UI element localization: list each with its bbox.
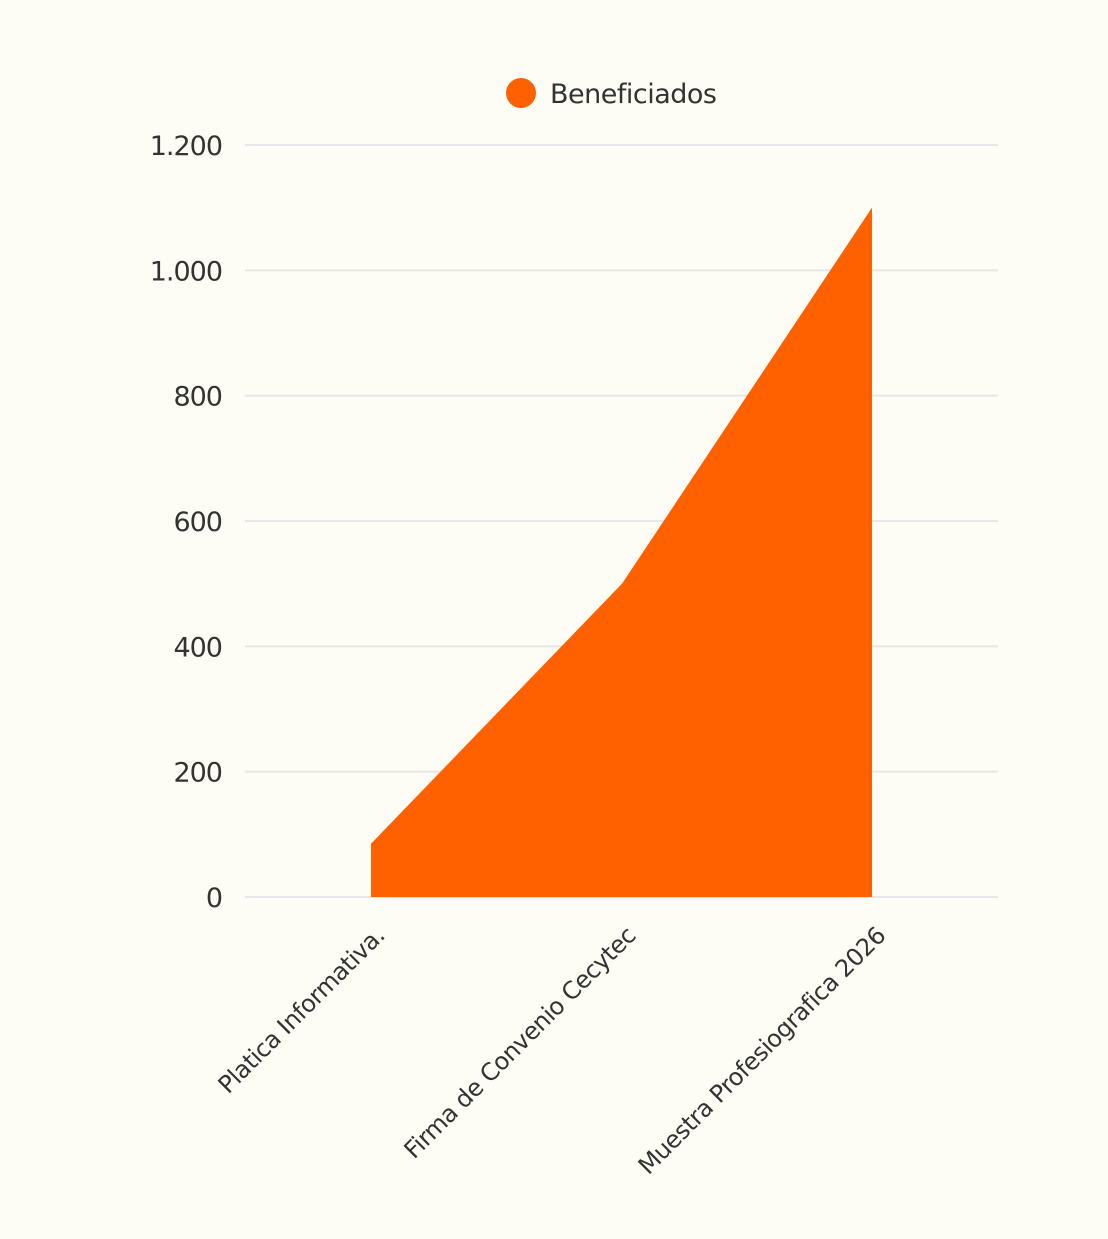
legend[interactable]: Beneficiados [506, 78, 717, 110]
y-tick-label: 200 [173, 758, 222, 789]
y-tick-label: 800 [173, 382, 222, 413]
data-point-1[interactable] [619, 581, 625, 587]
area-series-beneficiados[interactable] [371, 207, 872, 897]
legend-label[interactable]: Beneficiados [550, 79, 717, 110]
y-tick-label: 0 [206, 883, 222, 914]
y-tick-label: 1.000 [150, 256, 222, 287]
data-point-2[interactable] [869, 205, 875, 211]
y-tick-label: 1.200 [150, 131, 222, 162]
y-tick-label: 600 [173, 507, 222, 538]
y-tick-label: 400 [173, 632, 222, 663]
data-point-0[interactable] [368, 841, 374, 847]
legend-marker[interactable] [506, 78, 536, 108]
y-axis-ticks: 0 200 400 600 800 1.000 1.200 [150, 131, 223, 914]
series-area [368, 205, 875, 897]
